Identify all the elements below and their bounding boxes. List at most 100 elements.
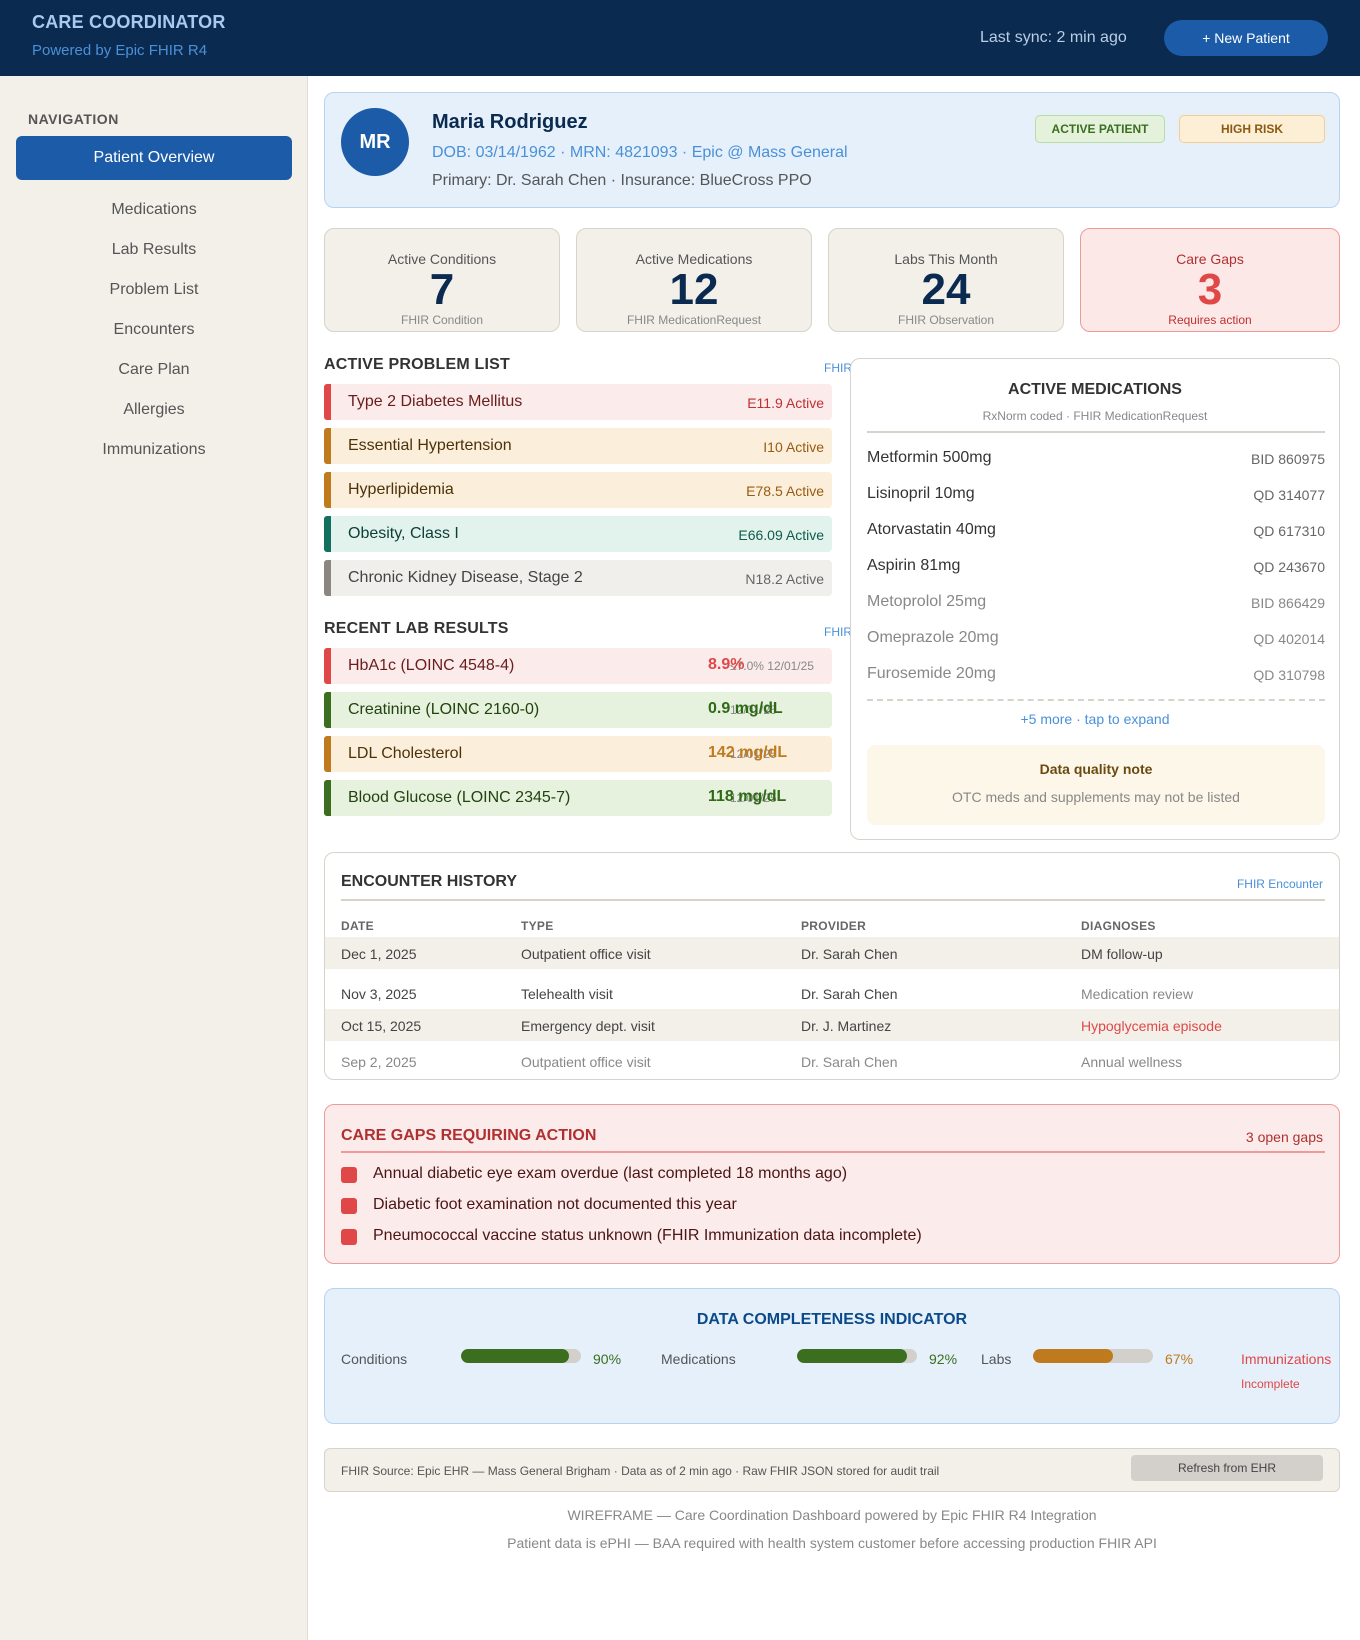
table-row[interactable]: Sep 2, 2025 Outpatient office visit Dr. … <box>325 1045 1339 1077</box>
alert-square-icon <box>341 1167 357 1183</box>
problem-row[interactable]: Obesity, Class I E66.09 Active <box>324 516 832 552</box>
table-row[interactable]: Oct 15, 2025 Emergency dept. visit Dr. J… <box>325 1009 1339 1041</box>
medication-row[interactable]: Atorvastatin 40mg QD 617310 <box>867 521 1325 545</box>
stat-active-medications[interactable]: Active Medications 12 FHIR MedicationReq… <box>576 228 812 332</box>
patient-primary-insurance: Primary: Dr. Sarah Chen · Insurance: Blu… <box>432 172 812 189</box>
column-header-type: TYPE <box>521 919 554 933</box>
medication-code: QD 310798 <box>1253 667 1325 683</box>
sidebar-item-care-plan[interactable]: Care Plan <box>118 361 190 378</box>
refresh-from-ehr-button[interactable]: Refresh from EHR <box>1131 1455 1323 1481</box>
lab-row[interactable]: Creatinine (LOINC 2160-0) 12/01/25 0.9 m… <box>324 692 832 728</box>
expand-medications-link[interactable]: +5 more · tap to expand <box>1020 711 1170 727</box>
sidebar-item-problem-list[interactable]: Problem List <box>109 281 199 298</box>
completeness-label-immunizations: Immunizations <box>1241 1351 1332 1367</box>
problem-row[interactable]: Chronic Kidney Disease, Stage 2 N18.2 Ac… <box>324 560 832 596</box>
encounter-date: Oct 15, 2025 <box>341 1018 422 1034</box>
severity-bar <box>324 648 331 684</box>
severity-bar <box>324 428 331 464</box>
severity-bar <box>324 516 331 552</box>
footer-line-2: Patient data is ePHI — BAA required with… <box>507 1535 1157 1551</box>
lab-results-fhir-tag: FHIR <box>824 625 852 639</box>
medication-code: QD 402014 <box>1253 631 1325 647</box>
table-row[interactable]: Dec 1, 2025 Outpatient office visit Dr. … <box>325 937 1339 969</box>
severity-bar <box>324 472 331 508</box>
encounter-diagnoses: Annual wellness <box>1081 1054 1183 1070</box>
problem-row[interactable]: Type 2 Diabetes Mellitus E11.9 Active <box>324 384 832 420</box>
sidebar-item-medications[interactable]: Medications <box>111 201 197 218</box>
problem-list-title: ACTIVE PROBLEM LIST <box>324 356 511 373</box>
sidebar-item-allergies[interactable]: Allergies <box>123 401 185 418</box>
completeness-percent: 67% <box>1165 1351 1194 1367</box>
problem-name: Obesity, Class I <box>348 525 459 542</box>
completeness-bar-track <box>461 1349 581 1363</box>
problem-row[interactable]: Hyperlipidemia E78.5 Active <box>324 472 832 508</box>
fhir-source-bar: FHIR Source: Epic EHR — Mass General Bri… <box>324 1448 1340 1492</box>
sidebar: NAVIGATION Patient Overview Medications … <box>0 76 308 1640</box>
data-completeness-title: DATA COMPLETENESS INDICATOR <box>696 1311 968 1328</box>
stat-source: Requires action <box>1168 313 1252 327</box>
sidebar-item-lab-results[interactable]: Lab Results <box>111 241 197 258</box>
completeness-bar-fill <box>797 1349 908 1363</box>
lab-value: 8.9% <box>708 656 745 673</box>
sidebar-item-immunizations[interactable]: Immunizations <box>102 441 206 458</box>
medication-name: Lisinopril 10mg <box>867 485 975 502</box>
encounter-date: Dec 1, 2025 <box>341 946 417 962</box>
encounter-history-card: ENCOUNTER HISTORY FHIR Encounter DATE TY… <box>324 852 1340 1080</box>
care-gap-item[interactable]: Diabetic foot examination not documented… <box>341 1196 1241 1220</box>
lab-reference: ≤7.0% 12/01/25 <box>730 659 814 673</box>
patient-card: MR Maria Rodriguez DOB: 03/14/1962 · MRN… <box>324 92 1340 208</box>
stat-source: FHIR Condition <box>400 313 484 327</box>
lab-row[interactable]: Blood Glucose (LOINC 2345-7) 12/01/25 11… <box>324 780 832 816</box>
encounter-history-title: ENCOUNTER HISTORY <box>341 873 518 890</box>
medication-row[interactable]: Metformin 500mg BID 860975 <box>867 449 1325 473</box>
lab-name: Blood Glucose (LOINC 2345-7) <box>348 789 571 806</box>
medication-row[interactable]: Aspirin 81mg QD 243670 <box>867 557 1325 581</box>
stat-source: FHIR Observation <box>897 313 995 327</box>
problem-row[interactable]: Essential Hypertension I10 Active <box>324 428 832 464</box>
sidebar-item-encounters[interactable]: Encounters <box>113 321 195 338</box>
encounter-type: Outpatient office visit <box>521 1054 651 1070</box>
divider <box>341 899 1325 901</box>
lab-value: 142 mg/dL <box>708 744 788 761</box>
stat-label: Labs This Month <box>894 251 998 267</box>
medication-row[interactable]: Metoprolol 25mg BID 866429 <box>867 593 1325 617</box>
stat-value: 7 <box>429 265 455 314</box>
medication-row[interactable]: Omeprazole 20mg QD 402014 <box>867 629 1325 653</box>
encounter-type: Emergency dept. visit <box>521 1018 655 1034</box>
stat-label: Active Conditions <box>387 251 497 267</box>
care-gap-item[interactable]: Annual diabetic eye exam overdue (last c… <box>341 1165 1241 1189</box>
medication-name: Furosemide 20mg <box>867 665 996 682</box>
lab-name: LDL Cholesterol <box>348 745 463 762</box>
immunizations-incomplete-note: Incomplete <box>1241 1377 1300 1391</box>
care-gap-item[interactable]: Pneumococcal vaccine status unknown (FHI… <box>341 1227 1241 1251</box>
medication-row[interactable]: Furosemide 20mg QD 310798 <box>867 665 1325 689</box>
avatar: MR <box>341 108 409 176</box>
lab-name: HbA1c (LOINC 4548-4) <box>348 657 515 674</box>
stat-active-conditions[interactable]: Active Conditions 7 FHIR Condition <box>324 228 560 332</box>
problem-list-fhir-tag: FHIR <box>824 361 852 375</box>
medication-row[interactable]: Lisinopril 10mg QD 314077 <box>867 485 1325 509</box>
medication-name: Metformin 500mg <box>867 449 992 466</box>
care-gap-text: Diabetic foot examination not documented… <box>373 1196 737 1213</box>
medication-name: Metoprolol 25mg <box>867 593 987 610</box>
stat-labs-this-month[interactable]: Labs This Month 24 FHIR Observation <box>828 228 1064 332</box>
lab-reference: 12/01/25 <box>730 791 777 805</box>
lab-row[interactable]: LDL Cholesterol 12/01/25 142 mg/dL <box>324 736 832 772</box>
lab-value: 0.9 mg/dL <box>708 700 783 717</box>
encounter-diagnoses: Hypoglycemia episode <box>1081 1018 1222 1034</box>
medications-card: ACTIVE MEDICATIONS RxNorm coded · FHIR M… <box>850 358 1340 840</box>
medication-code: BID 866429 <box>1251 595 1325 611</box>
lab-row[interactable]: HbA1c (LOINC 4548-4) ≤7.0% 12/01/25 8.9% <box>324 648 832 684</box>
stat-care-gaps[interactable]: Care Gaps 3 Requires action <box>1080 228 1340 332</box>
table-row[interactable]: Nov 3, 2025 Telehealth visit Dr. Sarah C… <box>325 977 1339 1009</box>
column-header-diagnoses: DIAGNOSES <box>1081 919 1156 933</box>
data-completeness-card: DATA COMPLETENESS INDICATOR Conditions 9… <box>324 1288 1340 1424</box>
lab-results-title: RECENT LAB RESULTS <box>324 620 509 637</box>
encounter-provider: Dr. Sarah Chen <box>801 986 898 1002</box>
problem-name: Hyperlipidemia <box>348 481 454 498</box>
column-header-date: DATE <box>341 919 374 933</box>
sidebar-item-patient-overview[interactable]: Patient Overview <box>16 136 292 180</box>
new-patient-button[interactable]: + New Patient <box>1164 20 1328 56</box>
problem-code: I10 Active <box>763 439 824 455</box>
medication-code: QD 243670 <box>1253 559 1325 575</box>
